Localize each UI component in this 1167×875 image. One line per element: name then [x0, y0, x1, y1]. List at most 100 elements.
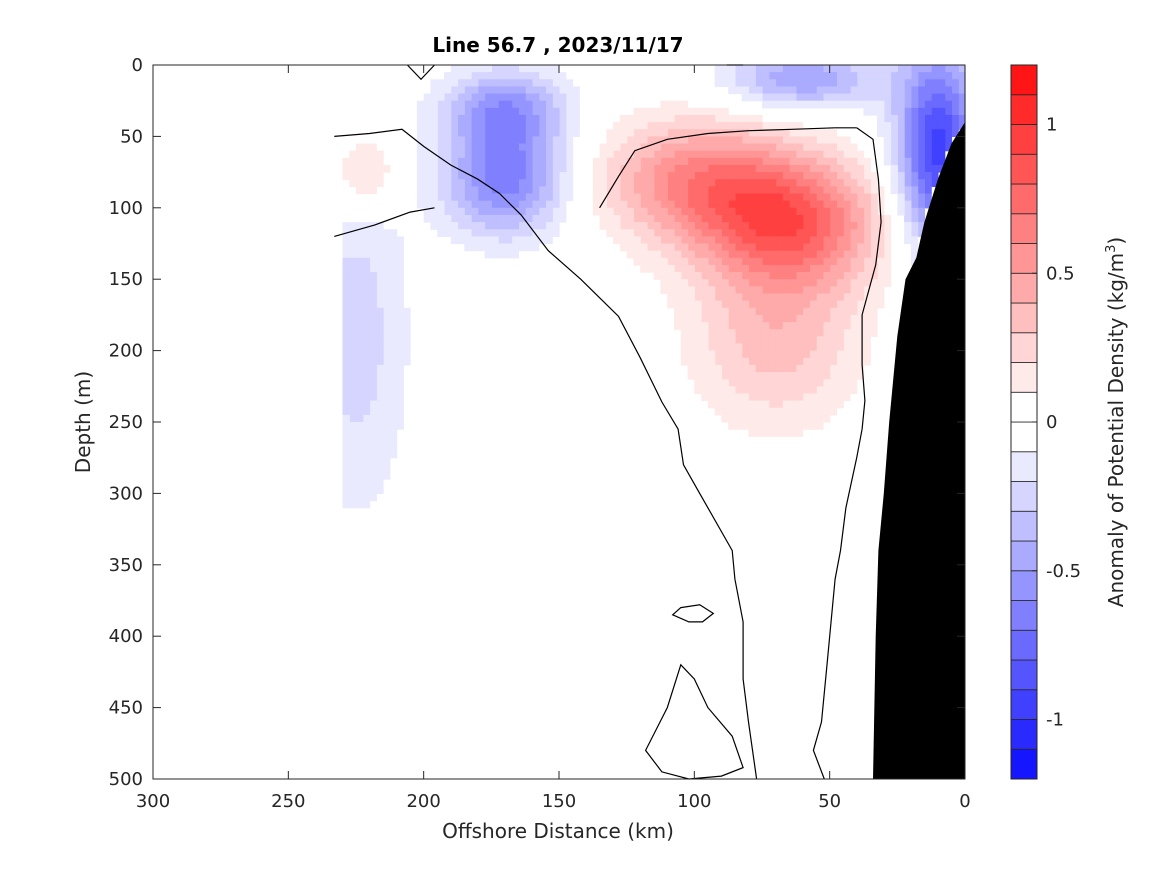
- contour-cell: [606, 229, 614, 237]
- contour-cell: [816, 172, 824, 180]
- contour-cell: [795, 279, 804, 287]
- contour-cell: [741, 193, 750, 202]
- contour-cell: [443, 136, 452, 145]
- contour-cell: [369, 272, 377, 280]
- contour-cell: [491, 150, 499, 159]
- contour-cell: [383, 293, 391, 302]
- contour-cell: [890, 72, 898, 80]
- contour-cell: [538, 93, 547, 102]
- contour-cell: [423, 136, 432, 145]
- contour-cell: [910, 114, 919, 123]
- contour-cell: [809, 407, 817, 416]
- contour-cell: [701, 279, 709, 287]
- contour-cell: [701, 114, 709, 123]
- contour-cell: [904, 186, 912, 195]
- contour-cell: [606, 179, 614, 187]
- contour-cell: [531, 114, 540, 123]
- contour-cell: [443, 72, 452, 80]
- contour-cell: [694, 122, 702, 130]
- contour-cell: [356, 457, 364, 466]
- contour-cell: [843, 300, 851, 309]
- contour-cell: [687, 243, 695, 252]
- contour-cell: [904, 65, 912, 73]
- contour-cell: [356, 450, 364, 459]
- contour-cell: [822, 86, 831, 95]
- contour-cell: [525, 164, 533, 173]
- contour-cell: [734, 314, 743, 323]
- contour-cell: [843, 86, 851, 95]
- contour-cell: [356, 307, 364, 316]
- contour-cell: [613, 186, 621, 195]
- contour-cell: [423, 186, 432, 195]
- contour-cell: [809, 186, 817, 195]
- contour-cell: [762, 243, 770, 252]
- contour-cell: [714, 150, 722, 159]
- contour-cell: [809, 300, 817, 309]
- contour-cell: [477, 93, 486, 102]
- contour-cell: [538, 186, 547, 195]
- contour-cell: [430, 172, 438, 180]
- contour-cell: [734, 400, 743, 409]
- contour-cell: [491, 79, 499, 88]
- contour-cell: [721, 122, 729, 130]
- contour-cell: [613, 122, 621, 130]
- contour-cell: [680, 300, 689, 309]
- contour-cell: [511, 207, 519, 216]
- contour-cell: [701, 322, 709, 330]
- contour-cell: [762, 122, 770, 130]
- contour-cell: [694, 114, 702, 123]
- contour-cell: [416, 186, 425, 195]
- contour-cell: [369, 443, 377, 452]
- contour-cell: [883, 279, 892, 287]
- contour-cell: [789, 429, 797, 437]
- contour-cell: [917, 86, 925, 95]
- contour-cell: [538, 86, 547, 95]
- contour-cell: [762, 214, 770, 223]
- contour-cell: [667, 157, 675, 166]
- contour-cell: [931, 157, 939, 166]
- contour-cell: [640, 179, 648, 187]
- contour-cell: [728, 422, 736, 430]
- contour-cell: [389, 329, 398, 337]
- contour-cell: [342, 493, 350, 502]
- contour-cell: [890, 179, 898, 187]
- contour-cell: [396, 322, 404, 330]
- contour-cell: [734, 229, 743, 237]
- contour-cell: [951, 65, 959, 73]
- contour-cell: [464, 79, 472, 88]
- contour-cell: [775, 393, 783, 402]
- contour-cell: [437, 222, 445, 230]
- contour-cell: [674, 172, 682, 180]
- contour-cell: [349, 150, 357, 159]
- contour-cell: [714, 393, 722, 402]
- contour-cell: [843, 229, 851, 237]
- contour-cell: [877, 122, 885, 130]
- contour-cell: [342, 386, 350, 395]
- contour-cell: [822, 307, 831, 316]
- contour-cell: [877, 129, 885, 137]
- contour-cell: [680, 164, 689, 173]
- contour-cell: [356, 400, 364, 409]
- contour-cell: [789, 229, 797, 237]
- contour-cell: [768, 250, 777, 259]
- contour-cell: [369, 143, 377, 152]
- contour-cell: [701, 179, 709, 187]
- contour-cell: [707, 293, 716, 302]
- contour-cell: [464, 236, 472, 245]
- contour-cell: [843, 243, 851, 252]
- contour-cell: [944, 86, 953, 95]
- contour-cell: [376, 364, 384, 373]
- contour-cell: [917, 229, 925, 237]
- contour-cell: [545, 200, 553, 209]
- contour-cell: [856, 79, 865, 88]
- contour-cell: [362, 229, 371, 237]
- contour-cell: [545, 107, 553, 116]
- contour-cell: [701, 236, 709, 245]
- contour-cell: [653, 129, 662, 137]
- contour-cell: [437, 107, 445, 116]
- contour-cell: [863, 86, 871, 95]
- contour-cell: [748, 307, 756, 316]
- contour-cell: [349, 350, 357, 359]
- contour-cell: [816, 229, 824, 237]
- contour-cell: [396, 422, 404, 430]
